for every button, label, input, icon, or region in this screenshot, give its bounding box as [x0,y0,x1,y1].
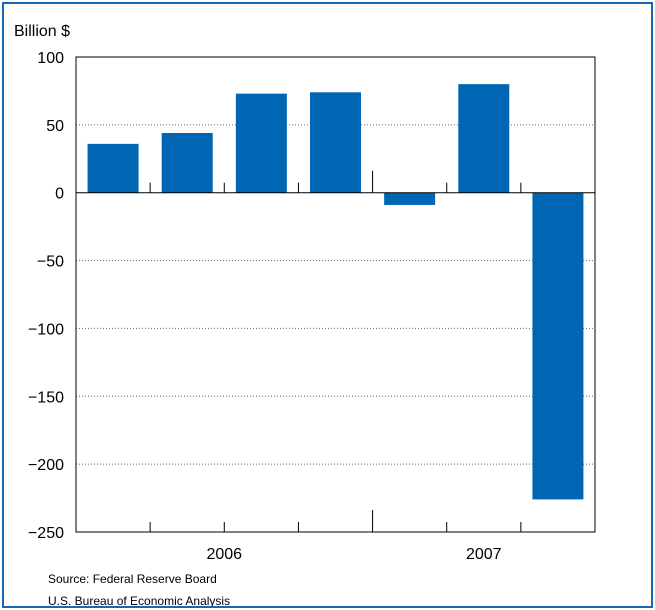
heading-fragment [202,2,220,3]
year-label: 2006 [206,546,242,563]
y-tick-label: 100 [37,50,64,67]
y-tick-label: 0 [55,186,64,203]
plot-border [75,56,596,533]
heading-fragment [228,2,292,3]
bar [87,143,139,193]
y-axis-label: Billion $ [14,23,70,40]
source-line-1: Source: Federal Reserve Board [48,572,217,586]
y-tick-label: −250 [28,525,64,542]
bar [161,133,213,193]
heading-fragment [458,2,468,3]
labels-layer: Billion $ −250 −200 −150 −100 −50 0 50 100 2006 2… [14,23,502,563]
year-label: 2007 [466,546,502,563]
heading-fragment [138,2,196,3]
bar-chart: Billion $ −250 −200 −150 −100 −50 0 50 100 2006 2… [14,23,596,563]
heading-fragment [330,2,418,3]
bar [310,92,361,193]
source-line-2: U.S. Bureau of Economic Analysis [48,594,231,608]
y-tick-label: 50 [46,118,64,135]
bar [458,84,510,193]
heading-fragment [304,2,322,3]
heading-fragment [428,2,450,3]
bar [235,93,287,193]
y-tick-label: −100 [28,321,64,338]
bar [532,192,584,500]
heading-fragment [18,2,140,3]
bar [384,192,436,205]
y-tick-label: −200 [28,457,64,474]
y-tick-label: −50 [37,254,64,271]
bars-layer [87,84,584,500]
y-tick-label: −150 [28,389,64,406]
axis-layer [75,56,596,533]
